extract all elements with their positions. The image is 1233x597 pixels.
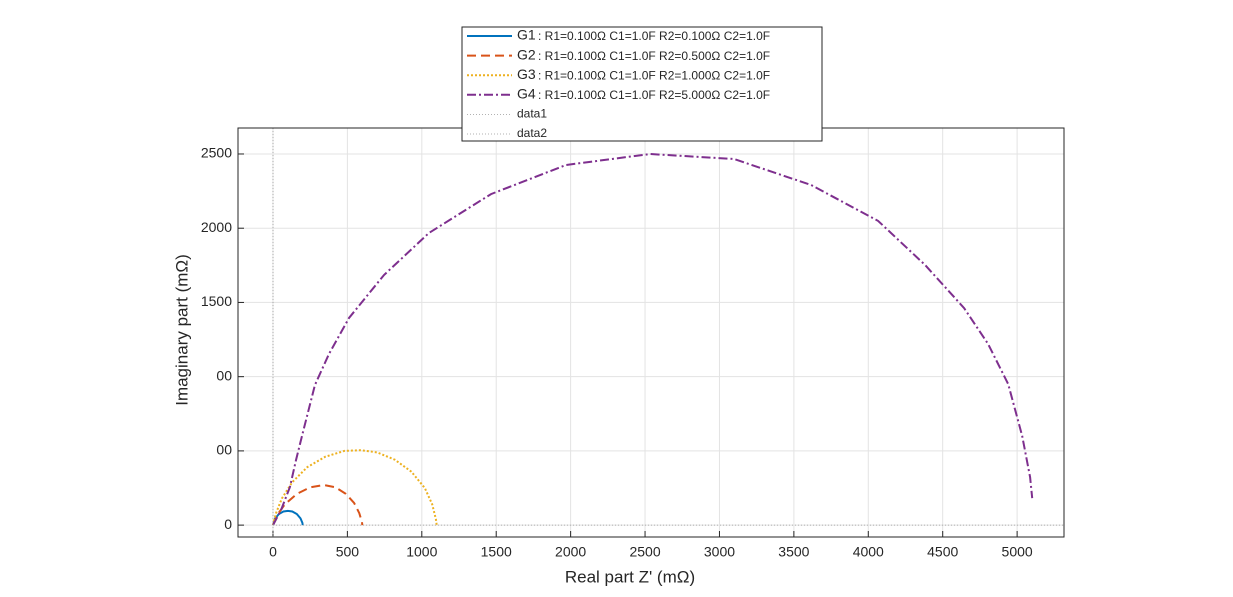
- x-tick-label: 2000: [555, 544, 586, 560]
- x-tick-label: 1500: [481, 544, 512, 560]
- legend-label: G4: [517, 86, 536, 102]
- x-tick-label: 4500: [927, 544, 958, 560]
- x-tick-label: 5000: [1002, 544, 1033, 560]
- x-tick-label: 1000: [406, 544, 437, 560]
- series-line: [272, 152, 1034, 526]
- x-tick-label: 4000: [853, 544, 884, 560]
- series-line: [272, 509, 304, 526]
- legend-label: data2: [517, 126, 547, 140]
- legend-label: : R1=0.100Ω C1=1.0F R2=0.100Ω C2=1.0F: [538, 29, 770, 43]
- legend-label: : R1=0.100Ω C1=1.0F R2=1.000Ω C2=1.0F: [538, 68, 770, 82]
- series-line: [272, 449, 438, 526]
- y-tick-label: 00: [216, 442, 232, 458]
- legend-label: G2: [517, 46, 536, 62]
- x-axis-label: Real part Z' (mΩ): [565, 567, 695, 586]
- plot-area: [238, 128, 1064, 537]
- legend-label: data1: [517, 107, 547, 121]
- x-tick-label: 3000: [704, 544, 735, 560]
- x-tick-label: 3500: [778, 544, 809, 560]
- series-line: [272, 483, 364, 526]
- legend-label: : R1=0.100Ω C1=1.0F R2=0.500Ω C2=1.0F: [538, 49, 770, 63]
- y-axis-label: Imaginary part (mΩ): [172, 254, 191, 406]
- legend-box: [461, 26, 823, 142]
- legend-label: : R1=0.100Ω C1=1.0F R2=5.000Ω C2=1.0F: [538, 88, 770, 102]
- x-tick-label: 0: [269, 544, 277, 560]
- x-tick-label: 500: [336, 544, 360, 560]
- x-tick-label: 2500: [629, 544, 660, 560]
- legend-label: G1: [517, 27, 536, 43]
- y-tick-label: 00: [216, 367, 232, 383]
- y-tick-label: 2000: [201, 219, 232, 235]
- y-tick-label: 0: [224, 516, 232, 532]
- y-tick-label: 1500: [201, 293, 232, 309]
- legend-label: G3: [517, 66, 536, 82]
- y-tick-label: 2500: [201, 145, 232, 161]
